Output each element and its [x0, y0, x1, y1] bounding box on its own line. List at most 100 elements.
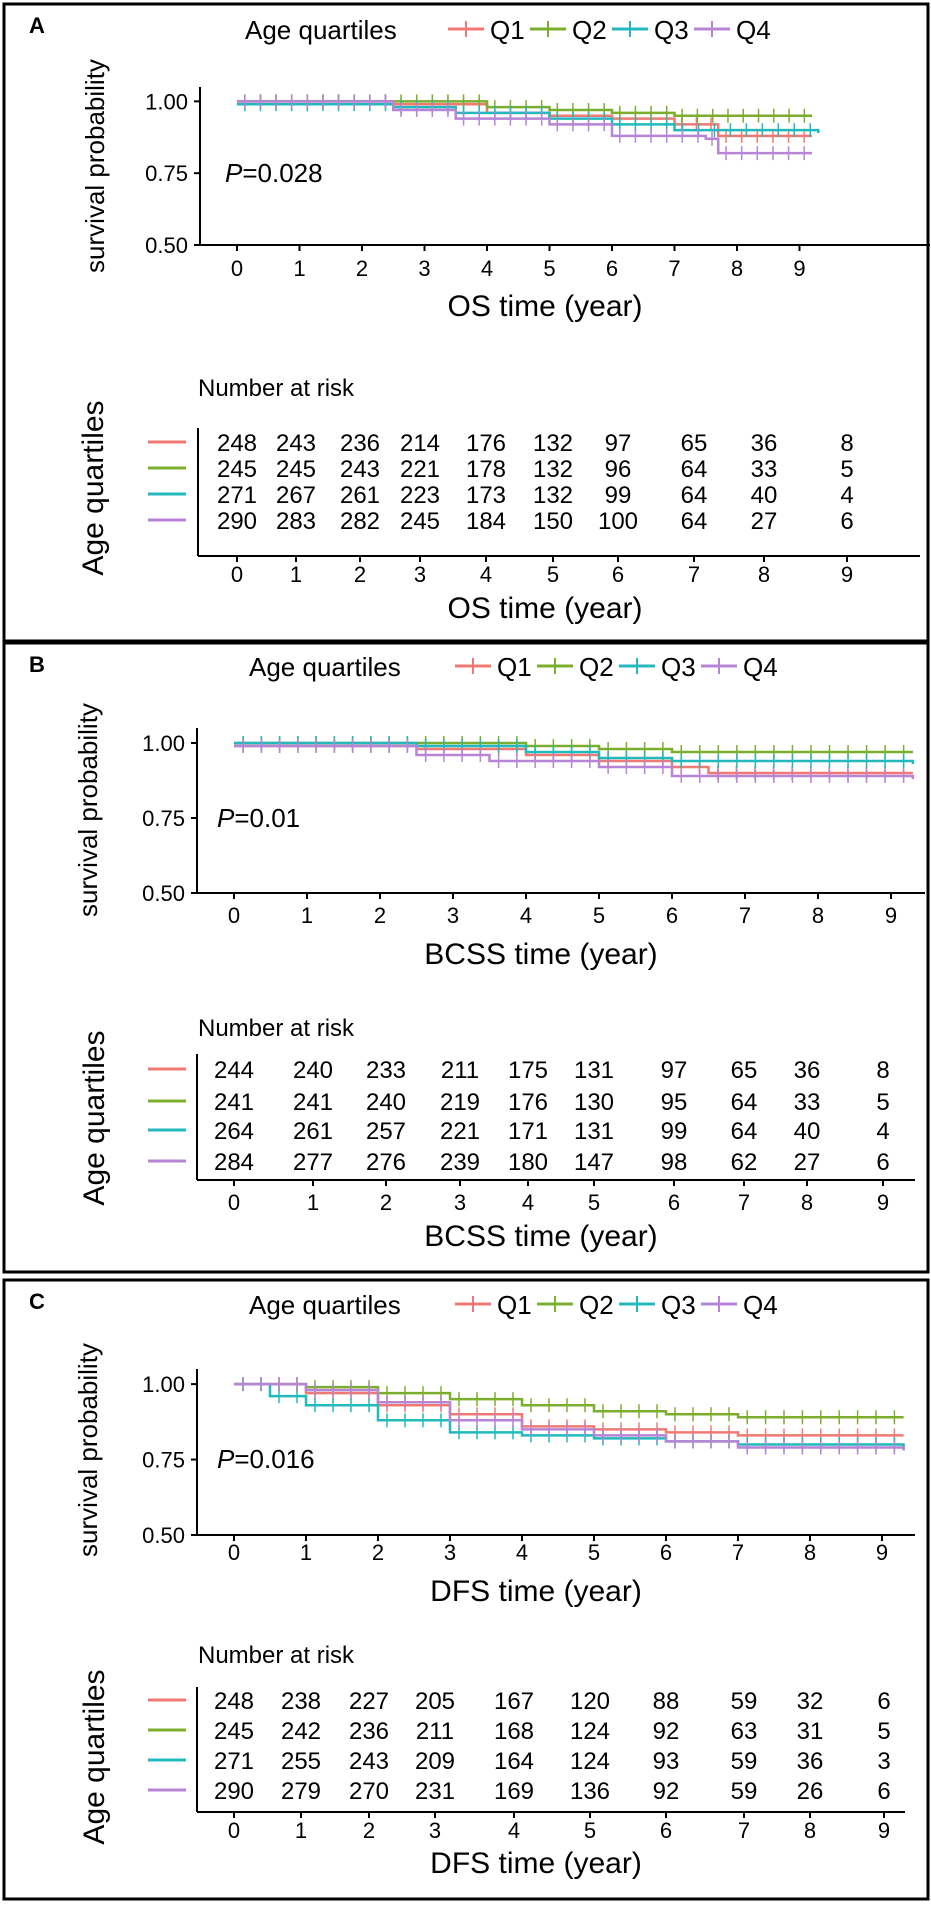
p-number: =0.016 — [234, 1444, 314, 1474]
p-value: P=0.01 — [217, 803, 300, 833]
x-tick-label: 8 — [804, 1540, 816, 1565]
legend-item-q3: Q3 — [619, 652, 696, 682]
risk-cell: 32 — [797, 1688, 824, 1715]
risk-cell: 64 — [731, 1118, 758, 1145]
legend-label: Q4 — [736, 15, 771, 45]
risk-cell: 131 — [574, 1057, 614, 1084]
risk-cell: 99 — [661, 1118, 688, 1145]
risk-table-title: Number at risk — [198, 375, 355, 402]
risk-x-tick-label: 7 — [688, 562, 700, 587]
risk-cell: 243 — [276, 430, 316, 457]
y-axis-label: survival probability — [73, 1343, 103, 1557]
legend-label: Q1 — [497, 1290, 532, 1320]
risk-table-title: Number at risk — [198, 1015, 355, 1042]
risk-cell: 233 — [366, 1057, 406, 1084]
risk-x-tick-label: 0 — [231, 562, 243, 587]
risk-cell: 243 — [340, 456, 380, 483]
legend-item-q3: Q3 — [619, 1290, 696, 1320]
x-tick-label: 8 — [731, 256, 743, 281]
y-tick-label: 0.50 — [145, 233, 188, 258]
x-tick-label: 0 — [231, 256, 243, 281]
x-tick-label: 7 — [668, 256, 680, 281]
risk-cell: 26 — [797, 1778, 824, 1805]
risk-cell: 27 — [794, 1149, 821, 1176]
x-tick-label: 3 — [418, 256, 430, 281]
x-tick-label: 9 — [885, 903, 897, 928]
y-tick-label: 0.75 — [142, 1448, 185, 1473]
risk-cell: 136 — [570, 1778, 610, 1805]
risk-cell: 245 — [400, 508, 440, 535]
risk-cell: 270 — [349, 1778, 389, 1805]
x-tick-label: 9 — [876, 1540, 888, 1565]
legend-item-q1: Q1 — [455, 652, 532, 682]
x-tick-label: 8 — [812, 903, 824, 928]
legend-label: Q4 — [743, 1290, 778, 1320]
panel-frame — [2, 641, 930, 1274]
x-tick-label: 1 — [301, 903, 313, 928]
risk-x-tick-label: 1 — [307, 1190, 319, 1215]
legend-label: Q2 — [572, 15, 607, 45]
survival-curve-q2 — [237, 100, 812, 117]
legend-title: Age quartiles — [245, 15, 397, 45]
risk-cell: 164 — [494, 1748, 534, 1775]
risk-cell: 239 — [440, 1149, 480, 1176]
risk-cell: 241 — [214, 1089, 254, 1116]
risk-cell: 97 — [661, 1057, 688, 1084]
y-axis-label: survival probability — [73, 703, 103, 917]
risk-cell: 173 — [466, 482, 506, 509]
risk-cell: 248 — [214, 1688, 254, 1715]
y-axis-label: survival probability — [80, 59, 110, 273]
x-tick-label: 4 — [516, 1540, 528, 1565]
risk-cell: 180 — [508, 1149, 548, 1176]
risk-cell: 221 — [400, 456, 440, 483]
risk-x-tick-label: 6 — [612, 562, 624, 587]
panel-frame — [2, 1278, 930, 1901]
risk-x-tick-label: 6 — [660, 1818, 672, 1843]
x-tick-label: 3 — [444, 1540, 456, 1565]
risk-cell: 64 — [681, 482, 708, 509]
risk-cell: 284 — [214, 1149, 254, 1176]
risk-cell: 130 — [574, 1089, 614, 1116]
legend-item-q1: Q1 — [455, 1290, 532, 1320]
risk-cell: 6 — [876, 1149, 889, 1176]
risk-x-tick-label: 4 — [480, 562, 492, 587]
risk-cell: 62 — [731, 1149, 758, 1176]
panel-b: B Age quartiles Q1 Q2 Q3 Q4 survival probabili… — [2, 641, 930, 1274]
risk-x-tick-label: 1 — [295, 1818, 307, 1843]
survival-curve-q2 — [234, 741, 913, 754]
risk-cell: 59 — [731, 1748, 758, 1775]
risk-cell: 221 — [440, 1118, 480, 1145]
panel-c: C Age quartiles Q1 Q2 Q3 Q4 survival probabili… — [2, 1278, 930, 1901]
risk-cell: 255 — [281, 1748, 321, 1775]
legend-label: Q3 — [661, 1290, 696, 1320]
risk-cell: 243 — [349, 1748, 389, 1775]
risk-cell: 261 — [340, 482, 380, 509]
risk-cell: 64 — [681, 456, 708, 483]
risk-x-tick-label: 4 — [508, 1818, 520, 1843]
x-tick-label: 0 — [228, 1540, 240, 1565]
risk-cell: 59 — [731, 1688, 758, 1715]
legend-item-q4: Q4 — [694, 15, 771, 45]
legend-label: Q3 — [661, 652, 696, 682]
x-tick-label: 7 — [739, 903, 751, 928]
risk-x-axis-label: OS time (year) — [447, 592, 642, 625]
risk-x-tick-label: 5 — [588, 1190, 600, 1215]
risk-cell: 31 — [797, 1718, 824, 1745]
risk-x-tick-label: 5 — [584, 1818, 596, 1843]
survival-curve-q4 — [234, 1382, 905, 1451]
risk-cell: 264 — [214, 1118, 254, 1145]
risk-cell: 236 — [349, 1718, 389, 1745]
risk-cell: 178 — [466, 456, 506, 483]
risk-cell: 176 — [508, 1089, 548, 1116]
y-tick-label: 0.75 — [145, 161, 188, 186]
legend-label: Q2 — [579, 652, 614, 682]
risk-cell: 92 — [653, 1778, 680, 1805]
risk-x-tick-label: 8 — [801, 1190, 813, 1215]
risk-cell: 276 — [366, 1149, 406, 1176]
risk-cell: 40 — [794, 1118, 821, 1145]
risk-cell: 283 — [276, 508, 316, 535]
legend-item-q3: Q3 — [612, 15, 689, 45]
risk-x-tick-label: 0 — [228, 1818, 240, 1843]
risk-x-tick-label: 6 — [668, 1190, 680, 1215]
p-number: =0.028 — [242, 158, 322, 188]
